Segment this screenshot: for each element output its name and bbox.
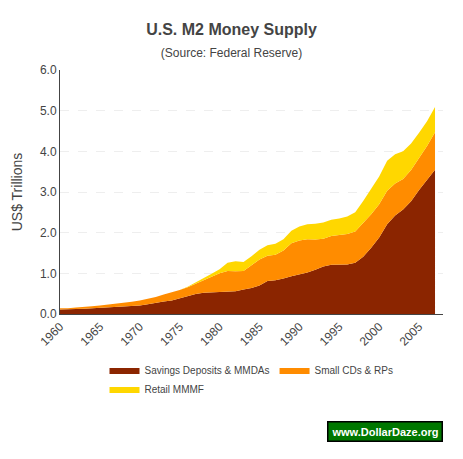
svg-text:0.0: 0.0 xyxy=(40,307,57,321)
svg-text:(Source: Federal Reserve): (Source: Federal Reserve) xyxy=(161,46,302,60)
svg-text:Savings Deposits & MMDAs: Savings Deposits & MMDAs xyxy=(145,365,270,376)
svg-text:3.0: 3.0 xyxy=(40,185,57,199)
svg-text:4.0: 4.0 xyxy=(40,145,57,159)
svg-text:2000: 2000 xyxy=(357,320,386,349)
svg-text:www.DollarDaze.org: www.DollarDaze.org xyxy=(332,426,439,438)
svg-text:1995: 1995 xyxy=(317,320,346,349)
svg-text:US$ Trillions: US$ Trillions xyxy=(9,153,25,232)
svg-text:5.0: 5.0 xyxy=(40,104,57,118)
svg-text:Small CDs & RPs: Small CDs & RPs xyxy=(315,365,393,376)
svg-text:1990: 1990 xyxy=(277,320,306,349)
svg-text:1985: 1985 xyxy=(237,320,266,349)
svg-text:1.0: 1.0 xyxy=(40,267,57,281)
svg-text:1975: 1975 xyxy=(157,320,186,349)
svg-text:1980: 1980 xyxy=(197,320,226,349)
svg-text:6.0: 6.0 xyxy=(40,63,57,77)
svg-text:2.0: 2.0 xyxy=(40,226,57,240)
svg-text:Retail MMMF: Retail MMMF xyxy=(145,384,204,395)
svg-text:1965: 1965 xyxy=(77,320,106,349)
svg-text:1960: 1960 xyxy=(38,320,67,349)
svg-text:U.S. M2 Money Supply: U.S. M2 Money Supply xyxy=(146,21,317,38)
svg-text:1970: 1970 xyxy=(117,320,146,349)
svg-text:2005: 2005 xyxy=(397,320,426,349)
